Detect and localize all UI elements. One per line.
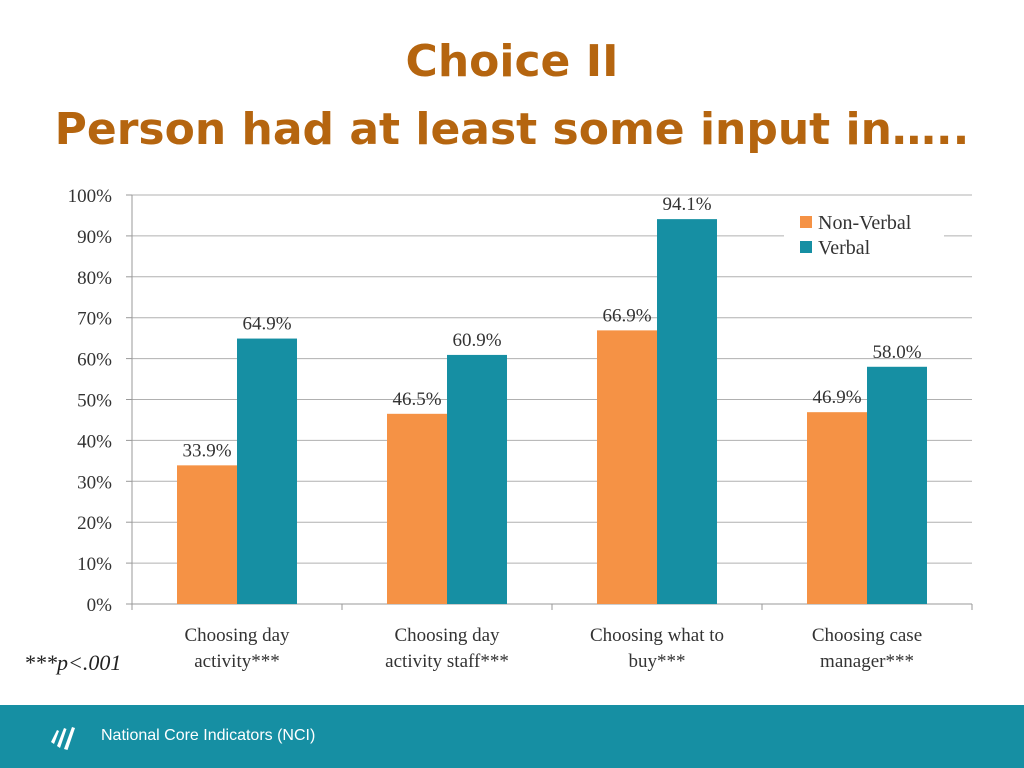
y-tick-label: 80%	[77, 268, 112, 289]
y-tick-label: 10%	[77, 554, 112, 575]
bar	[237, 338, 297, 604]
bar	[867, 366, 927, 604]
bar	[807, 412, 867, 604]
x-category-label: Choosing day activity staff***	[385, 625, 509, 672]
chart-title: Choice II	[405, 36, 619, 87]
y-tick-label: 30%	[77, 472, 112, 493]
legend-label: Verbal	[818, 237, 871, 259]
footer-bar: National Core Indicators (NCI)	[0, 705, 1024, 768]
legend-label: Non-Verbal	[818, 212, 912, 234]
y-tick-label: 100%	[68, 186, 113, 207]
bar	[447, 354, 507, 604]
data-label: 58.0%	[872, 342, 921, 363]
x-category-label: Choosing day activity***	[184, 625, 290, 672]
bar	[387, 413, 447, 604]
x-category-label: Choosing what to buy***	[590, 625, 724, 672]
y-tick-label: 40%	[77, 431, 112, 452]
data-label: 60.9%	[452, 330, 501, 351]
nci-logo-icon	[51, 727, 75, 750]
bar-chart: 0% 10% 20% 30% 40% 50% 60% 70% 80% 90% 100% 33.9% 64…	[68, 186, 973, 672]
bar	[597, 330, 657, 604]
data-label: 33.9%	[182, 440, 231, 461]
footer-text: National Core Indicators (NCI)	[101, 727, 316, 744]
legend-swatch	[800, 241, 812, 253]
bar	[177, 465, 237, 604]
y-tick-label: 90%	[77, 227, 112, 248]
y-tick-label: 70%	[77, 309, 112, 330]
y-tick-label: 0%	[87, 595, 113, 616]
data-label: 64.9%	[242, 314, 291, 335]
y-tick-label: 20%	[77, 513, 112, 534]
x-category-label: Choosing case manager***	[812, 625, 922, 672]
legend-swatch	[800, 216, 812, 228]
data-label: 46.5%	[392, 389, 441, 410]
bar	[657, 219, 717, 605]
data-label: 66.9%	[602, 305, 651, 326]
data-label: 94.1%	[662, 194, 711, 215]
y-tick-label: 50%	[77, 391, 112, 412]
chart-subtitle: Person had at least some input in…..	[54, 104, 970, 155]
significance-footnote: ***p<.001	[24, 650, 122, 675]
data-label: 46.9%	[812, 387, 861, 408]
y-tick-label: 60%	[77, 350, 112, 371]
